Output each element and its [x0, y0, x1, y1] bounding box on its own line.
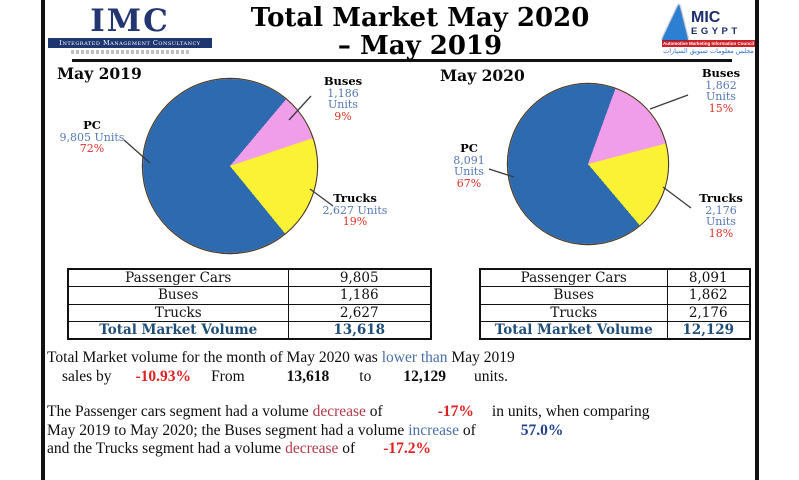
slice-name: PC — [83, 118, 101, 132]
table-total-row: Total Market Volume 12,129 — [479, 320, 751, 340]
value-cell: 9,805 — [287, 268, 432, 288]
summary1-line2: sales by -10.93% From 13,618 to 12,129 units. — [62, 367, 508, 385]
increase-word: increase — [408, 421, 459, 439]
table-row: Buses 1,186 — [67, 286, 432, 305]
total-label-cell: Total Market Volume — [479, 320, 668, 340]
category-cell: Passenger Cars — [479, 268, 668, 288]
slide-left-border — [41, 0, 45, 480]
imc-logo: IMC Integrated Management Consultancy — [48, 4, 212, 54]
trucks-change-percent: -17.2% — [383, 440, 432, 457]
category-cell: Trucks — [479, 303, 668, 322]
pie-label-buses-2020: Buses 1,862 Units 15% — [692, 66, 750, 115]
table-total-row: Total Market Volume 13,618 — [67, 320, 432, 340]
slide-right-border — [755, 0, 759, 480]
chart-2019-title: May 2019 — [57, 64, 142, 83]
category-cell: Buses — [479, 286, 668, 305]
slice-units: 2,176 Units — [705, 203, 737, 228]
total-change-percent: -10.93% — [135, 367, 192, 385]
category-cell: Buses — [67, 286, 289, 305]
to-value: 12,129 — [403, 367, 446, 385]
slice-units: 9,805 Units — [59, 130, 125, 144]
category-cell: Trucks — [67, 303, 289, 322]
chart-2020-title: May 2020 — [440, 66, 525, 85]
pie-label-pc-2019: PC 9,805 Units 72% — [58, 118, 126, 155]
title-underline — [72, 59, 732, 62]
amic-mic: MIC — [691, 9, 721, 26]
slice-units: 8,091 Units — [453, 153, 485, 178]
value-cell: 2,627 — [287, 303, 432, 322]
table-row: Buses 1,862 — [479, 286, 751, 305]
slice-name: Trucks — [699, 191, 743, 205]
summary1-line1: Total Market volume for the month of May… — [47, 349, 515, 366]
summary-paragraph-2: The Passenger cars segment had a volume … — [47, 403, 649, 459]
slice-percent: 72% — [79, 142, 105, 155]
imc-tagline — [71, 50, 189, 54]
slice-name: PC — [460, 141, 478, 155]
pie-label-trucks-2019: Trucks 2,627 Units 19% — [322, 191, 388, 228]
total-label-cell: Total Market Volume — [67, 320, 289, 340]
page-title-line1: Total Market May 2020 — [250, 3, 590, 33]
amic-banner: Automotive Marketing Information Council — [662, 40, 755, 47]
slice-percent: 15% — [708, 101, 734, 115]
summary2-line2: May 2019 to May 2020; the Buses segment … — [47, 421, 564, 439]
pie-label-buses-2019: Buses 1,186 Units 9% — [313, 74, 373, 123]
page-title: Total Market May 2020 – May 2019 — [240, 4, 600, 60]
value-cell: 1,862 — [666, 286, 751, 305]
category-cell: Passenger Cars — [67, 268, 289, 288]
summary2-line1: The Passenger cars segment had a volume … — [47, 403, 650, 420]
table-may-2019: Passenger Cars 9,805 Buses 1,186 Trucks … — [67, 268, 432, 341]
pie-label-trucks-2020: Trucks 2,176 Units 18% — [690, 191, 752, 240]
page-title-line2: – May 2019 — [337, 31, 503, 61]
pie-chart-may-2019 — [143, 79, 317, 253]
slice-units: 2,627 Units — [322, 203, 388, 217]
slice-percent: 18% — [708, 226, 734, 240]
slice-percent: 9% — [334, 109, 352, 123]
value-cell: 8,091 — [666, 268, 751, 288]
imc-acronym: IMC — [90, 3, 170, 39]
amic-egypt: EGYPT — [691, 26, 741, 37]
pie-chart-may-2020 — [508, 84, 668, 244]
imc-banner: Integrated Management Consultancy — [48, 38, 212, 48]
table-row: Passenger Cars 8,091 — [479, 268, 751, 288]
value-cell: 1,186 — [287, 286, 432, 305]
slice-percent: 67% — [456, 176, 482, 190]
amic-logo: MIC EGYPT Automotive Marketing Informati… — [662, 4, 755, 55]
slice-name: Buses — [701, 66, 741, 80]
total-value-cell: 12,129 — [666, 320, 751, 340]
value-cell: 2,176 — [666, 303, 751, 322]
table-may-2020: Passenger Cars 8,091 Buses 1,862 Trucks … — [479, 268, 751, 341]
amic-arabic: مجلس معلومات تسويق السيارات — [663, 47, 754, 55]
summary2-line3: and the Trucks segment had a volume decr… — [47, 440, 432, 457]
pc-change-percent: -17% — [437, 403, 474, 420]
buses-change-percent: 57.0% — [520, 421, 564, 439]
slice-percent: 19% — [342, 215, 368, 228]
table-row: Passenger Cars 9,805 — [67, 268, 432, 288]
slice-name: Trucks — [333, 191, 377, 205]
slice-name: Buses — [323, 74, 363, 88]
lower-than-text: lower than — [381, 349, 448, 366]
total-value-cell: 13,618 — [287, 320, 432, 340]
slice-units: 1,862 Units — [705, 78, 737, 103]
table-row: Trucks 2,627 — [67, 303, 432, 322]
summary-paragraph-1: Total Market volume for the month of May… — [47, 349, 515, 386]
from-value: 13,618 — [286, 367, 330, 385]
pie-label-pc-2020: PC 8,091 Units 67% — [438, 141, 500, 190]
table-row: Trucks 2,176 — [479, 303, 751, 322]
slice-units: 1,186 Units — [327, 86, 359, 111]
amic-triangle-icon — [662, 4, 688, 40]
decrease-word: decrease — [285, 440, 339, 457]
decrease-word: decrease — [312, 403, 366, 420]
